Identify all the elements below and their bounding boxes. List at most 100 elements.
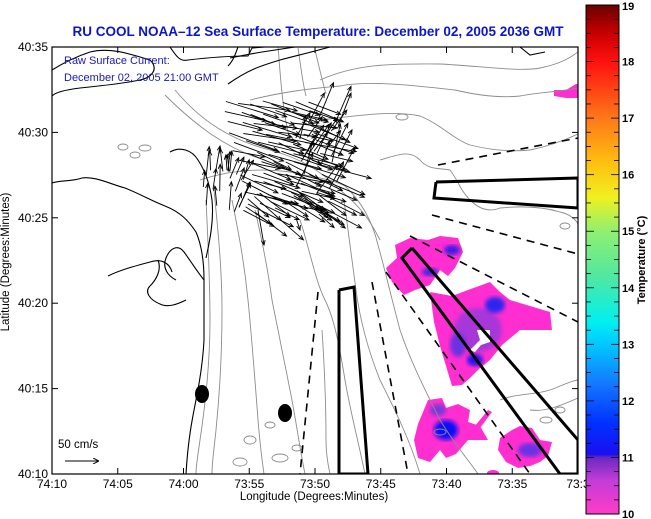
y-axis-ticks: 40:10 40:15 40:20 40:25 40:30 40:35 bbox=[18, 40, 578, 481]
bathymetry-contours bbox=[117, 47, 578, 474]
x-axis-label: Longitude (Degrees:Minutes) bbox=[240, 491, 388, 503]
current-vector bbox=[316, 164, 339, 194]
current-vector bbox=[212, 167, 218, 190]
current-vector bbox=[307, 123, 330, 156]
current-vector bbox=[323, 180, 366, 198]
x-tick-label: 73:45 bbox=[366, 477, 396, 491]
current-vector bbox=[295, 152, 314, 187]
colorbar-tick-label: 13 bbox=[622, 339, 634, 351]
current-vector bbox=[331, 122, 342, 163]
current-vector bbox=[257, 209, 266, 247]
current-vector bbox=[275, 110, 315, 125]
current-vector bbox=[320, 152, 354, 163]
y-axis-label: Latitude (Degrees:Minutes) bbox=[0, 192, 12, 331]
colorbar-label: Temperature (°C) bbox=[636, 215, 648, 304]
current-vector bbox=[247, 203, 295, 228]
current-vector bbox=[250, 103, 288, 118]
current-vector bbox=[336, 145, 356, 182]
figure-title: RU COOL NOAA–12 Sea Surface Temperature:… bbox=[73, 24, 565, 39]
scale-arrow: 50 cm/s bbox=[58, 439, 99, 461]
colorbar-tick-label: 18 bbox=[622, 57, 634, 69]
current-vector bbox=[242, 121, 294, 139]
sst-patch-north-channel bbox=[386, 236, 463, 295]
current-vector bbox=[233, 141, 285, 162]
current-vector bbox=[295, 111, 311, 139]
current-vector bbox=[274, 207, 301, 221]
buoy-east-marker[interactable] bbox=[278, 404, 292, 422]
current-vector bbox=[245, 140, 281, 153]
current-vector bbox=[318, 81, 334, 118]
current-vector bbox=[309, 174, 344, 191]
current-vector bbox=[233, 192, 242, 212]
current-vector bbox=[298, 114, 330, 124]
current-vector bbox=[248, 161, 292, 181]
colorbar-tick-label: 15 bbox=[622, 226, 634, 238]
current-vector bbox=[274, 214, 305, 241]
current-vector bbox=[295, 217, 301, 232]
current-vector bbox=[308, 101, 342, 115]
current-vector bbox=[309, 206, 333, 221]
current-vector bbox=[212, 184, 218, 206]
current-vector bbox=[318, 213, 335, 229]
current-vector bbox=[240, 159, 255, 181]
current-vector bbox=[330, 122, 349, 157]
current-vector bbox=[238, 181, 251, 208]
x-tick-label: 73:35 bbox=[497, 477, 527, 491]
current-vector bbox=[251, 174, 301, 190]
current-vector bbox=[328, 160, 345, 190]
sst-patch-south-east bbox=[487, 426, 552, 474]
x-tick-label: 73:3 bbox=[566, 477, 590, 491]
x-tick-label: 73:55 bbox=[234, 477, 264, 491]
y-tick-label: 40:20 bbox=[18, 296, 48, 310]
current-vector bbox=[271, 103, 320, 124]
current-vector bbox=[205, 145, 212, 177]
colorbar-ticks: 10 11 12 13 14 15 16 17 18 19 bbox=[586, 1, 635, 519]
surface-current-vectors bbox=[202, 81, 373, 247]
x-tick-label: 74:00 bbox=[168, 477, 198, 491]
shipping-lanes bbox=[299, 137, 578, 474]
y-tick-label: 40:35 bbox=[18, 40, 48, 54]
colorbar-tick-label: 19 bbox=[622, 1, 634, 13]
current-vector bbox=[235, 156, 245, 175]
current-vector bbox=[290, 200, 326, 223]
current-vector bbox=[229, 150, 234, 172]
current-vector bbox=[324, 194, 366, 217]
y-tick-label: 40:15 bbox=[18, 382, 48, 396]
buoys bbox=[195, 385, 292, 422]
current-vector bbox=[217, 163, 223, 192]
current-vector bbox=[304, 124, 325, 157]
lane-box-east bbox=[432, 176, 578, 210]
current-vector bbox=[234, 166, 245, 192]
plot-area: 74:10 74:05 74:00 73:55 73:50 73:45 73:40 73:35… bbox=[18, 40, 590, 491]
buoy-west-marker[interactable] bbox=[195, 385, 209, 403]
scale-arrow-label: 50 cm/s bbox=[58, 439, 99, 451]
current-vector bbox=[228, 180, 234, 210]
colorbar-tick-label: 10 bbox=[622, 509, 634, 519]
colorbar-tick-label: 11 bbox=[622, 452, 634, 464]
current-vector bbox=[238, 102, 291, 113]
lane-box-south bbox=[337, 285, 370, 474]
current-vector bbox=[254, 180, 287, 190]
current-vector bbox=[227, 150, 232, 172]
overlay-current-time: December 02, 2005 21:00 GMT bbox=[64, 72, 219, 84]
current-vector bbox=[245, 206, 272, 225]
current-vector bbox=[240, 174, 279, 194]
current-vector bbox=[337, 92, 352, 126]
colorbar-tick-label: 12 bbox=[622, 396, 634, 408]
current-vector bbox=[307, 115, 323, 138]
lane-box-southeast bbox=[400, 246, 578, 474]
current-vector bbox=[229, 156, 240, 179]
sst-patch-top-right bbox=[554, 84, 578, 98]
colorbar-tick-label: 16 bbox=[622, 170, 634, 182]
current-vector bbox=[316, 205, 347, 229]
current-vector bbox=[337, 128, 353, 157]
current-vector bbox=[263, 172, 295, 186]
x-axis-ticks: 74:10 74:05 74:00 73:55 73:50 73:45 73:40 73:35… bbox=[37, 47, 590, 491]
current-vector bbox=[308, 92, 325, 124]
current-vector bbox=[223, 153, 229, 171]
x-tick-label: 73:40 bbox=[431, 477, 461, 491]
current-vector bbox=[283, 200, 309, 218]
current-vector bbox=[270, 201, 311, 221]
current-vector bbox=[328, 200, 358, 216]
